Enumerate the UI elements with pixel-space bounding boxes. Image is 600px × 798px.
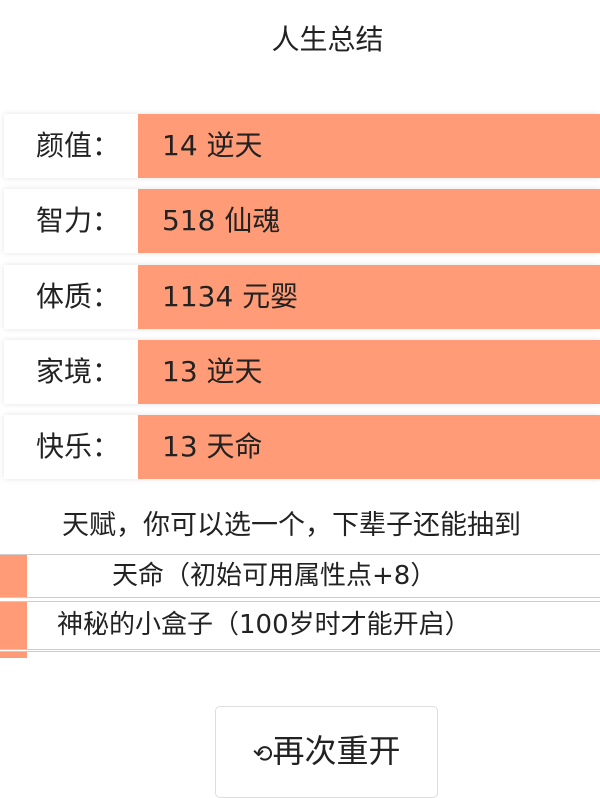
stat-label: 颜值：: [4, 114, 138, 178]
page-title: 人生总结: [271, 23, 384, 56]
stat-label: 家境：: [4, 340, 138, 404]
refresh-icon: ⟲: [252, 740, 273, 768]
stat-label: 智力：: [4, 189, 138, 253]
stat-row-family: 家境： 13 逆天: [4, 340, 600, 404]
talent-text: 天命（初始可用属性点+8）: [112, 561, 437, 591]
restart-label: 再次重开: [272, 732, 401, 770]
talent-item[interactable]: 天命（初始可用属性点+8）: [0, 554, 600, 598]
stat-value: 13 天命: [138, 415, 600, 479]
talent-item: [0, 651, 600, 658]
stat-value: 13 逆天: [138, 340, 600, 404]
stat-value: 1134 元婴: [138, 265, 600, 329]
talent-item[interactable]: 神秘的小盒子（100岁时才能开启）: [0, 601, 600, 650]
stat-label: 快乐：: [4, 415, 138, 479]
stat-row-intelligence: 智力： 518 仙魂: [4, 189, 600, 253]
stat-value: 518 仙魂: [138, 189, 600, 253]
stat-row-appearance: 颜值： 14 逆天: [4, 114, 600, 178]
talent-marker: [0, 602, 27, 649]
stat-row-happiness: 快乐： 13 天命: [4, 415, 600, 479]
talent-marker: [0, 652, 27, 658]
stat-row-constitution: 体质： 1134 元婴: [4, 265, 600, 329]
stat-value: 14 逆天: [138, 114, 600, 178]
talents-heading: 天赋，你可以选一个，下辈子还能抽到: [62, 510, 521, 541]
stat-label: 体质：: [4, 265, 138, 329]
restart-button[interactable]: ⟲再次重开: [215, 706, 438, 798]
talent-marker: [0, 555, 27, 597]
talent-text: 神秘的小盒子（100岁时才能开启）: [57, 610, 471, 640]
